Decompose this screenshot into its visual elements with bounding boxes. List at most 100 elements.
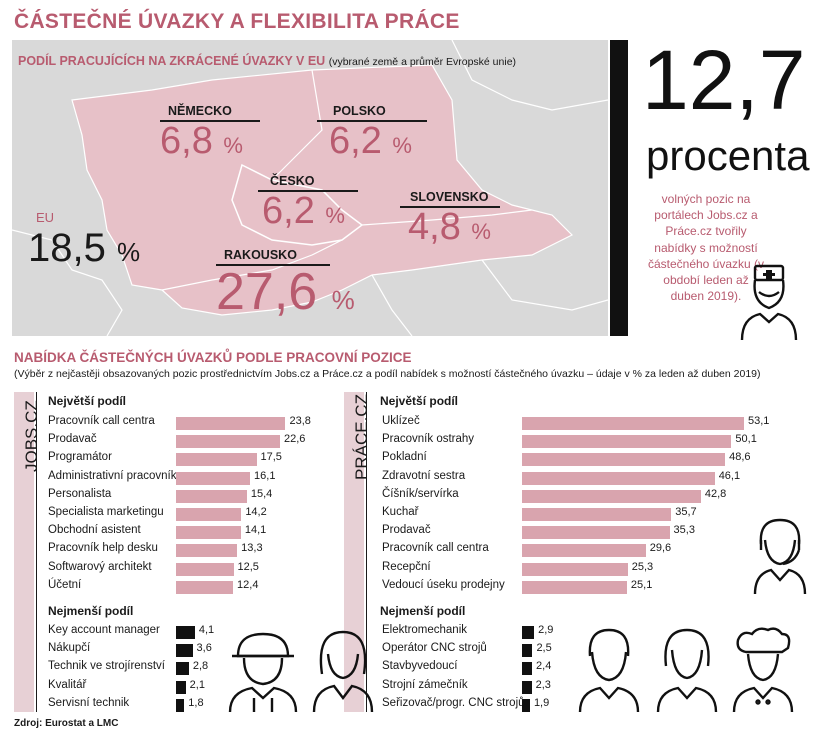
bar-row: Technik ve strojírenství 2,8 xyxy=(48,658,236,676)
country-germany: NĚMECKO 6,8 % xyxy=(160,104,260,162)
country-value: 6,2 xyxy=(262,190,315,232)
country-name: ČESKO xyxy=(258,174,358,192)
bar-value-label: 16,1 xyxy=(254,469,276,482)
bar-value-label: 29,6 xyxy=(649,542,672,555)
bar-row: Stavbyvedoucí 2,4 xyxy=(382,658,582,676)
bar-label: Pracovník call centra xyxy=(382,542,489,555)
bar-row: Operátor CNC strojů 2,5 xyxy=(382,640,582,658)
bar-value-label: 2,3 xyxy=(535,678,551,691)
bar-label: Prodavač xyxy=(382,524,431,537)
bar xyxy=(522,644,533,658)
bar-label: Nákupčí xyxy=(48,642,91,655)
bar-label: Specialista marketingu xyxy=(48,506,164,518)
map-note: (vybrané země a průměr Evropské unie) xyxy=(328,56,517,68)
bar-value-label: 50,1 xyxy=(735,433,757,446)
bar xyxy=(176,526,241,540)
bar-row: Číšník/servírka 42,8 xyxy=(382,486,784,504)
headset-operator-icon xyxy=(753,518,807,594)
bar-row: Pokladní 48,6 xyxy=(382,449,784,467)
bar xyxy=(522,680,532,694)
bar-label: Prodavač xyxy=(48,433,97,446)
bar xyxy=(522,698,530,712)
bar-label: Personalista xyxy=(48,487,112,500)
bar xyxy=(176,435,280,449)
bar-label: Zdravotní sestra xyxy=(382,469,466,482)
highlight-number: 12,7 xyxy=(642,33,806,127)
bar xyxy=(176,508,242,521)
prace-rule xyxy=(366,392,367,712)
jobs-rule xyxy=(36,392,37,712)
bar-row: Administrativní pracovník 16,1 xyxy=(48,468,326,486)
nurse-icon xyxy=(740,264,798,341)
bar-value-label: 14,2 xyxy=(245,506,267,518)
bar-label: Kuchař xyxy=(382,506,419,518)
country-name: RAKOUSKO xyxy=(216,248,330,266)
bar-value-label: 23,8 xyxy=(289,415,311,427)
bar xyxy=(176,471,251,485)
bar-row: Uklízeč 53,1 xyxy=(382,413,784,431)
bar xyxy=(176,417,286,430)
bar-value-label: 1,8 xyxy=(188,696,204,709)
bar xyxy=(522,471,715,485)
bar-value-label: 13,3 xyxy=(241,542,263,555)
country-unit: % xyxy=(392,133,412,158)
bar-label: Technik ve strojírenství xyxy=(48,660,165,673)
bar-label: Stavbyvedoucí xyxy=(382,660,458,673)
bar-value-label: 48,6 xyxy=(729,451,751,464)
country-poland: POLSKO 6,2 % xyxy=(317,104,427,162)
bar-row: Pracovník help desku 13,3 xyxy=(48,540,326,558)
bar-label: Pracovník help desku xyxy=(48,542,158,555)
country-value: 4,8 xyxy=(408,206,461,248)
bar-row: Účetní 12,4 xyxy=(48,577,326,595)
bar-value-label: 22,6 xyxy=(283,433,306,446)
bar-label: Recepční xyxy=(382,560,431,573)
eu-value: 18,5 % xyxy=(28,226,140,271)
bar-label: Pracovník call centra xyxy=(48,415,155,427)
country-unit: % xyxy=(471,219,491,244)
bar xyxy=(176,580,234,594)
country-value: 27,6 xyxy=(216,263,318,321)
europe-map: PODÍL PRACUJÍCÍCH NA ZKRÁCENÉ ÚVAZKY V E… xyxy=(12,40,608,336)
bar-label: Key account manager xyxy=(48,624,160,636)
section-subtitle: (Výběr z nejčastěji obsazovaných pozic p… xyxy=(14,368,761,380)
man-icon xyxy=(578,628,640,712)
country-name: POLSKO xyxy=(317,104,427,122)
bar-row: Pracovník call centra 23,8 xyxy=(48,413,326,431)
bar-row: Servisní technik 1,8 xyxy=(48,695,236,713)
bar-label: Pracovník ostrahy xyxy=(382,433,475,446)
bar xyxy=(522,662,533,676)
bar xyxy=(176,453,257,467)
bar xyxy=(176,662,189,676)
bar-row: Programátor 17,5 xyxy=(48,449,326,467)
bar-value-label: 1,9 xyxy=(533,696,550,709)
bar xyxy=(522,435,732,449)
bar xyxy=(176,644,193,658)
bar xyxy=(522,453,726,467)
country-unit: % xyxy=(223,133,243,158)
bar-row: Prodavač 35,3 xyxy=(382,522,784,540)
eu-value-number: 18,5 xyxy=(28,226,106,270)
bar-label: Elektromechanik xyxy=(382,624,468,636)
country-name: SLOVENSKO xyxy=(400,190,500,208)
highlight-unit: procenta xyxy=(646,132,810,179)
jobs-smallest-heading: Nejmenší podíl xyxy=(48,604,134,618)
map-subtitle-text: PODÍL PRACUJÍCÍCH NA ZKRÁCENÉ ÚVAZKY V E… xyxy=(18,54,326,68)
bar-row: Vedoucí úseku prodejny 25,1 xyxy=(382,577,784,595)
bar xyxy=(522,489,701,503)
bar-row: Kuchař 35,7 xyxy=(382,504,784,522)
bar-label: Strojní zámečník xyxy=(382,678,468,691)
eu-label: EU xyxy=(36,210,55,225)
jobs-side-band xyxy=(14,392,34,712)
bar-value-label: 3,6 xyxy=(196,642,212,655)
bar-row: Prodavač 22,6 xyxy=(48,431,326,449)
bar-label: Účetní xyxy=(48,578,82,591)
bar-row: Key account manager 4,1 xyxy=(48,622,236,640)
country-slovakia: SLOVENSKO 4,8 % xyxy=(400,190,500,248)
bar-value-label: 25,1 xyxy=(630,578,653,591)
bar-value-label: 35,7 xyxy=(675,506,697,518)
bar-row: Strojní zámečník 2,3 xyxy=(382,677,582,695)
bar-value-label: 4,1 xyxy=(198,624,215,636)
bar-value-label: 14,1 xyxy=(244,524,267,537)
bar-label: Programátor xyxy=(48,451,112,464)
bar xyxy=(176,562,234,576)
